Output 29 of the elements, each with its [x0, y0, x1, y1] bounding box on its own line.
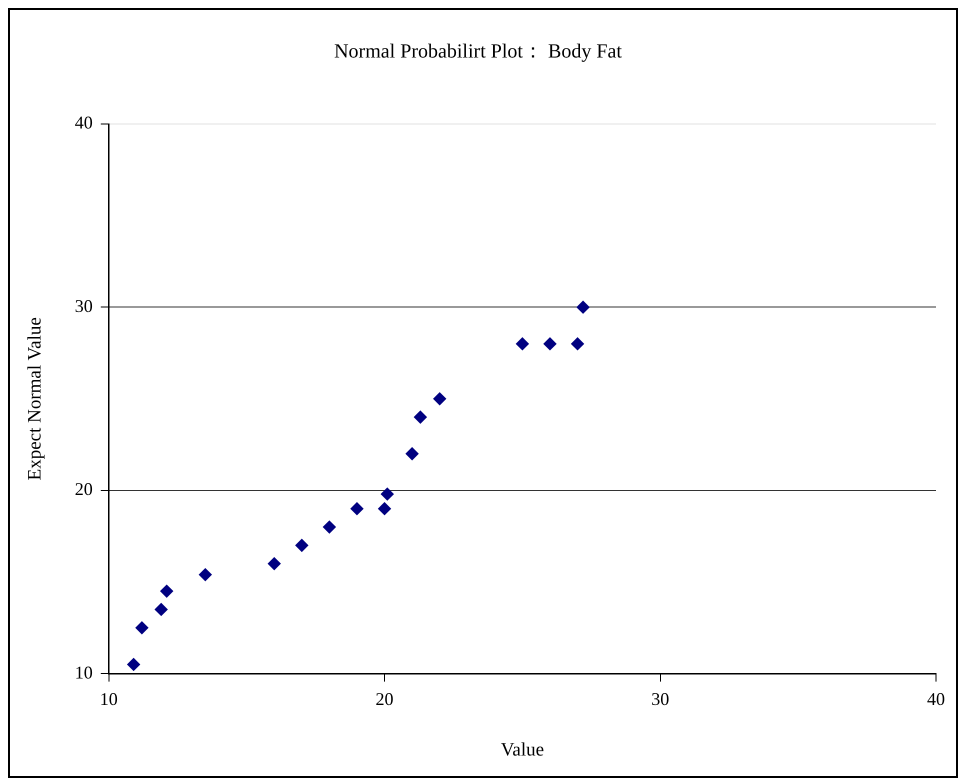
- point: [350, 502, 364, 516]
- point: [406, 447, 419, 460]
- point: [127, 658, 140, 671]
- x-axis-title: Value: [500, 740, 544, 761]
- y-axis-title: Expect Normal Value: [24, 317, 46, 480]
- point: [576, 300, 590, 314]
- y-tick-label: 40: [74, 112, 93, 133]
- point: [414, 410, 427, 424]
- point: [433, 392, 446, 406]
- y-tick-label: 10: [74, 662, 93, 682]
- point: [516, 337, 529, 350]
- point: [378, 502, 392, 516]
- point: [543, 337, 556, 350]
- x-tick-label: 30: [651, 689, 670, 710]
- chart-title: Normal Probabilirt Plot： Body Fat: [334, 40, 622, 62]
- point: [198, 568, 212, 582]
- point: [135, 621, 148, 634]
- point: [268, 557, 281, 570]
- point: [295, 538, 308, 552]
- point: [322, 520, 336, 534]
- x-tick-label: 20: [376, 689, 394, 710]
- x-tick-label: 40: [927, 689, 945, 710]
- point: [380, 488, 394, 501]
- point: [571, 337, 584, 350]
- y-tick-label: 20: [74, 479, 93, 500]
- y-tick-label: 30: [74, 296, 93, 316]
- point: [154, 602, 168, 616]
- point: [160, 584, 174, 598]
- x-tick-label: 10: [100, 689, 118, 710]
